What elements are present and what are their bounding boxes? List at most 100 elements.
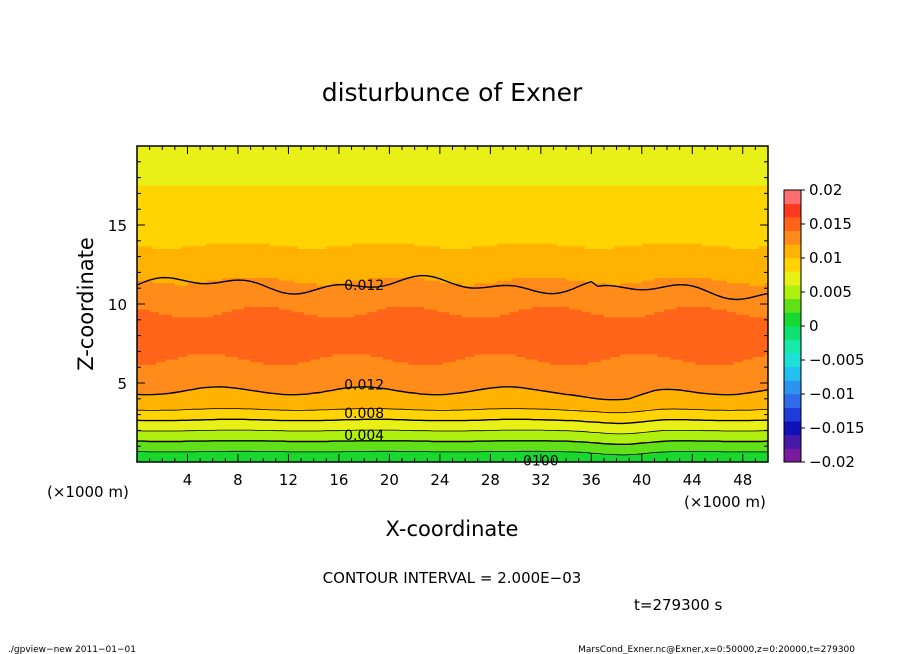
field-cell — [291, 308, 378, 313]
time-label: t=279300 s — [634, 596, 722, 614]
field-cell — [137, 406, 768, 410]
field-cell — [332, 282, 463, 286]
field-cell — [137, 324, 768, 328]
contour-label: 0.004 — [344, 428, 384, 444]
field-cell — [137, 298, 768, 302]
field-cell — [137, 224, 768, 228]
field-cell — [263, 361, 299, 365]
colorbar-tick-label: −0.005 — [809, 351, 865, 369]
colorbar-swatch — [784, 380, 801, 395]
field-cell — [477, 387, 535, 392]
field-cell — [137, 208, 768, 213]
field-cell — [137, 198, 768, 202]
contour-field — [137, 146, 768, 462]
field-cell — [383, 356, 466, 360]
field-cell — [663, 308, 728, 313]
field-cell — [187, 353, 226, 357]
field-cell — [436, 308, 520, 313]
field-cell — [137, 272, 768, 276]
y-axis-label: Z-coordinate — [74, 237, 98, 371]
field-cell — [534, 387, 662, 392]
field-cell — [137, 306, 245, 310]
contour-line — [137, 450, 768, 456]
field-cell — [137, 335, 768, 339]
field-cell — [752, 356, 768, 360]
field-cell — [654, 311, 737, 315]
field-cell — [730, 245, 759, 249]
field-cell — [742, 359, 768, 363]
field-cell — [137, 308, 151, 313]
field-cell — [137, 340, 768, 344]
field-cell — [137, 164, 768, 168]
field-cell — [137, 369, 768, 373]
field-cell — [137, 182, 768, 186]
field-cell — [137, 169, 768, 173]
field-cell — [137, 179, 768, 184]
field-cell — [244, 306, 280, 310]
field-cell — [137, 258, 768, 263]
field-cell — [585, 245, 614, 249]
field-cell — [137, 240, 768, 244]
field-cell — [137, 150, 768, 155]
colorbar-swatch — [784, 312, 801, 327]
field-cell — [632, 395, 768, 400]
field-cell — [370, 385, 501, 389]
contour-line — [137, 429, 768, 435]
field-cell — [137, 409, 580, 413]
colorbar-swatch — [784, 421, 801, 436]
field-cell — [553, 390, 649, 394]
footer-left: ./gpview−new 2011−01−01 — [8, 645, 136, 654]
field-cell — [137, 229, 768, 234]
field-cell — [424, 306, 532, 310]
field-cell — [408, 390, 466, 394]
field-cell — [585, 280, 643, 284]
field-cell — [137, 438, 768, 442]
colorbar-swatch — [784, 190, 801, 204]
field-cell — [137, 445, 768, 450]
contour-label: 0.012 — [344, 278, 384, 294]
field-cell — [137, 361, 157, 365]
field-cell — [137, 166, 768, 170]
field-cell — [137, 377, 768, 381]
field-cell — [137, 419, 586, 423]
field-cell — [537, 359, 602, 363]
field-cell — [137, 222, 768, 226]
field-cell — [212, 314, 318, 318]
field-cell — [439, 245, 472, 249]
field-cell — [496, 243, 558, 247]
field-cell — [137, 448, 768, 452]
colorbar-swatch — [784, 353, 801, 368]
field-cell — [531, 306, 570, 310]
field-cell — [137, 235, 768, 239]
field-cell — [701, 243, 768, 247]
field-cell — [137, 266, 768, 271]
field-cell — [137, 430, 589, 434]
field-cell — [676, 387, 768, 392]
field-cell — [250, 359, 311, 363]
field-cell — [332, 353, 371, 357]
colorbar-ticks: 0.02 0.015 0.01 0.005 0 −0.005 −0.01 −0.015 −0.0… — [801, 181, 865, 471]
field-cell — [137, 330, 768, 334]
field-cell — [316, 314, 356, 318]
field-cell — [613, 245, 731, 249]
field-cell — [137, 427, 768, 431]
y-tick-label: 10 — [108, 296, 127, 314]
contour-label: 0.012 — [344, 378, 384, 394]
field-cell — [137, 295, 768, 300]
field-cell — [137, 243, 207, 247]
field-cell — [137, 153, 768, 157]
field-cell — [392, 387, 479, 392]
field-cell — [682, 359, 744, 363]
field-cell — [137, 245, 154, 249]
y-tick-label: 5 — [117, 375, 127, 393]
field-cell — [591, 451, 652, 455]
field-cell — [137, 256, 768, 260]
field-cell — [222, 311, 305, 315]
field-cell — [137, 158, 768, 163]
field-cell — [137, 382, 768, 386]
field-cell — [424, 277, 513, 281]
x-tick-label: 48 — [733, 471, 752, 489]
field-cell — [137, 374, 768, 379]
field-cell — [392, 359, 457, 363]
field-cell — [764, 353, 768, 357]
